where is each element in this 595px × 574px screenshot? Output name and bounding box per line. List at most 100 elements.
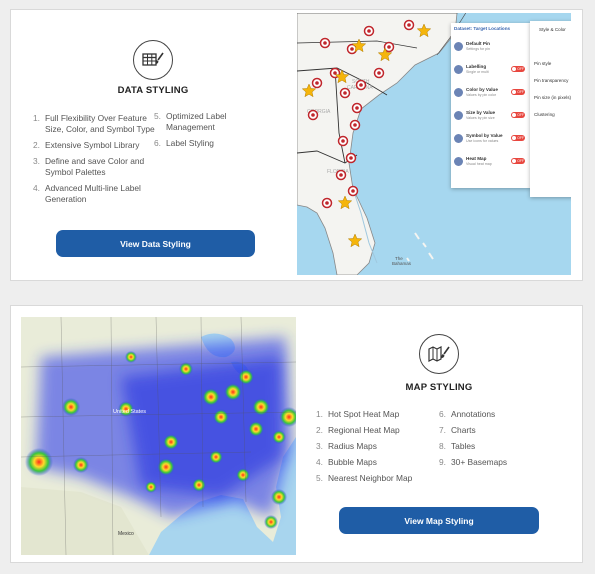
feature-text: Advanced Multi-line Label Generation bbox=[45, 183, 141, 204]
dataset-selector[interactable]: Dataset: Target Locations bbox=[454, 26, 511, 31]
heatmap-basemap: United States Mexico bbox=[21, 317, 296, 555]
star-marker bbox=[351, 38, 367, 53]
feature-list-left: 1. Full Flexibility Over Feature Size, Co… bbox=[33, 113, 159, 210]
feature-text: Annotations bbox=[451, 409, 496, 419]
feature-number: 1. bbox=[316, 409, 323, 419]
feature-text: Hot Spot Heat Map bbox=[328, 409, 400, 419]
row-title: Symbol by Value bbox=[466, 133, 503, 138]
feature-text: Define and save Color and Symbol Palette… bbox=[45, 156, 145, 177]
row-icon bbox=[454, 88, 463, 97]
row-subtitle: Use icons for values bbox=[466, 139, 499, 143]
heat-spot bbox=[238, 369, 254, 385]
feature-number: 5. bbox=[316, 473, 323, 483]
star-marker bbox=[334, 69, 350, 84]
row-icon bbox=[454, 157, 463, 166]
feature-number: 1. bbox=[33, 113, 40, 123]
layer-settings-panel: Dataset: Target Locations Default Pin Set… bbox=[451, 23, 531, 188]
star-marker bbox=[416, 23, 432, 38]
toggle-switch[interactable]: OFF bbox=[511, 66, 525, 72]
feature-number: 4. bbox=[316, 457, 323, 467]
toggle-label: OFF bbox=[517, 66, 524, 71]
star-marker bbox=[301, 83, 317, 98]
pin-marker-dot bbox=[349, 156, 353, 160]
map-label-us: United States bbox=[113, 409, 146, 415]
feature-item: 2. Regional Heat Map bbox=[316, 425, 426, 436]
style-option[interactable]: Pin transparency bbox=[534, 78, 569, 83]
toggle-switch[interactable]: OFF bbox=[511, 112, 525, 118]
feature-number: 4. bbox=[33, 183, 40, 193]
feature-list-right: 6. Annotations 7. Charts 8. Tables 9. 30+ Basem… bbox=[439, 409, 529, 473]
svg-text:Bahamas: Bahamas bbox=[392, 261, 412, 266]
section-title: DATA STYLING bbox=[117, 85, 189, 96]
heat-spot bbox=[163, 434, 179, 450]
heat-spot bbox=[179, 362, 193, 376]
heat-spot bbox=[192, 478, 206, 492]
heat-spot bbox=[125, 351, 137, 363]
row-subtitle: Visual heat map bbox=[466, 162, 492, 166]
style-option[interactable]: Pin style bbox=[534, 61, 552, 66]
pin-marker-dot bbox=[355, 106, 359, 110]
feature-text: Extensive Symbol Library bbox=[45, 140, 140, 150]
feature-item: 4. Bubble Maps bbox=[316, 457, 426, 468]
row-title: Default Pin bbox=[466, 41, 490, 46]
pin-marker-dot bbox=[377, 71, 381, 75]
row-title: Color by Value bbox=[466, 87, 498, 92]
feature-number: 2. bbox=[316, 425, 323, 435]
pin-marker-dot bbox=[359, 83, 363, 87]
pin-marker-dot bbox=[323, 41, 327, 45]
row-title: Heat Map bbox=[466, 156, 487, 161]
toggle-switch[interactable]: OFF bbox=[511, 89, 525, 95]
pin-marker-dot bbox=[353, 123, 357, 127]
feature-text: Nearest Neighbor Map bbox=[328, 473, 413, 483]
pin-markers bbox=[307, 19, 415, 209]
heat-spot bbox=[25, 448, 53, 476]
map-styling-card: United States Mexico MAP STYLING 1. Hot S… bbox=[10, 305, 583, 563]
feature-number: 9. bbox=[439, 457, 446, 467]
feature-item: 6. Annotations bbox=[439, 409, 529, 420]
heat-spot bbox=[213, 409, 229, 425]
pin-marker-dot bbox=[343, 91, 347, 95]
row-icon bbox=[454, 42, 463, 51]
panel-row[interactable]: Default Pin Settings for pin bbox=[451, 39, 531, 61]
star-marker bbox=[337, 195, 353, 210]
panel-row[interactable]: Labelling Single or multi OFF bbox=[451, 62, 531, 84]
style-option[interactable]: Clustering bbox=[534, 112, 555, 117]
feature-item: 3. Define and save Color and Symbol Palet… bbox=[33, 156, 159, 178]
toggle-label: OFF bbox=[517, 135, 524, 140]
panel-row[interactable]: Color by Value Values by pin color OFF bbox=[451, 85, 531, 107]
panel-row[interactable]: Size by Value Values by pin size OFF bbox=[451, 108, 531, 130]
map-label-mexico: Mexico bbox=[118, 531, 134, 537]
row-icon bbox=[454, 65, 463, 74]
panel-row[interactable]: Heat Map Visual heat map OFF bbox=[451, 154, 531, 176]
pin-marker-dot bbox=[311, 113, 315, 117]
heat-spot bbox=[157, 458, 175, 476]
feature-text: Tables bbox=[451, 441, 476, 451]
row-subtitle: Single or multi bbox=[466, 70, 489, 74]
style-color-panel: Style & Color Pin style Pin transparency P… bbox=[530, 21, 571, 197]
style-option[interactable]: Pin size (in pixels) bbox=[534, 95, 571, 100]
star-marker bbox=[377, 47, 393, 62]
feature-item: 2. Extensive Symbol Library bbox=[33, 140, 159, 151]
view-map-styling-button[interactable]: View Map Styling bbox=[339, 507, 539, 534]
feature-text: Radius Maps bbox=[328, 441, 377, 451]
toggle-switch[interactable]: OFF bbox=[511, 135, 525, 141]
feature-text: Full Flexibility Over Feature Size, Colo… bbox=[45, 113, 155, 134]
pin-marker-dot bbox=[315, 81, 319, 85]
row-subtitle: Values by pin size bbox=[466, 116, 495, 120]
toggle-label: OFF bbox=[517, 112, 524, 117]
feature-item: 5. Nearest Neighbor Map bbox=[316, 473, 426, 484]
heat-spots bbox=[25, 351, 296, 529]
tab-style-color[interactable]: Style & Color bbox=[539, 27, 566, 32]
pin-marker-dot bbox=[407, 23, 411, 27]
pin-marker-dot bbox=[325, 201, 329, 205]
row-title: Labelling bbox=[466, 64, 487, 69]
view-data-styling-button[interactable]: View Data Styling bbox=[56, 230, 255, 257]
feature-number: 8. bbox=[439, 441, 446, 451]
heat-spot bbox=[202, 388, 220, 406]
toggle-switch[interactable]: OFF bbox=[511, 158, 525, 164]
feature-text: 30+ Basemaps bbox=[451, 457, 508, 467]
feature-item: 3. Radius Maps bbox=[316, 441, 426, 452]
table-paintbrush-icon bbox=[133, 40, 173, 80]
panel-row[interactable]: Symbol by Value Use icons for values OFF bbox=[451, 131, 531, 153]
southeast-map-screenshot: The Bahamas SOUTH CAROLINA GEORGIA FLORI… bbox=[297, 13, 571, 275]
